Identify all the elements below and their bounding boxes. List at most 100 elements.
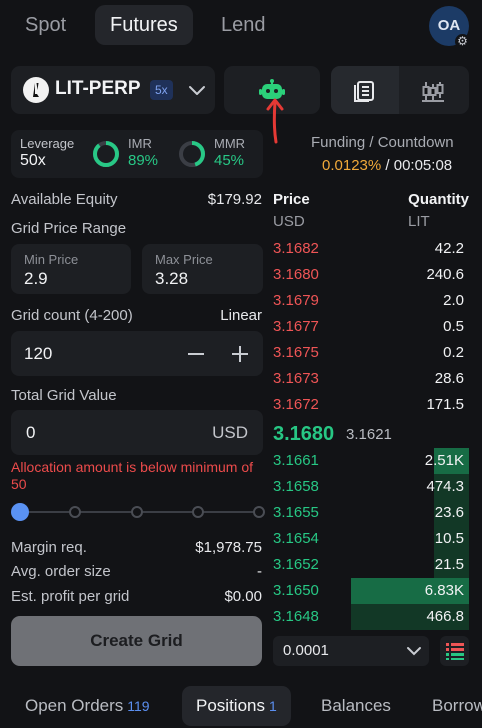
grid-mode-select[interactable]: Linear xyxy=(220,307,262,324)
ask-quantity: 28.6 xyxy=(434,370,464,387)
min-price-value: 2.9 xyxy=(24,269,48,288)
ask-price: 3.1679 xyxy=(273,292,319,309)
tab-positions[interactable]: Positions 1 xyxy=(182,686,291,726)
bid-price: 3.1654 xyxy=(273,530,319,547)
tab-open-orders[interactable]: Open Orders 119 xyxy=(25,686,150,726)
ask-row[interactable]: 3.1673 28.6 xyxy=(273,366,469,392)
avatar[interactable]: OA xyxy=(429,6,469,46)
ask-row[interactable]: 3.1679 2.0 xyxy=(273,288,469,314)
depth-bar xyxy=(434,552,469,578)
est-profit-label: Est. profit per grid xyxy=(11,588,130,605)
bid-row[interactable]: 3.1648 466.8 xyxy=(273,604,469,630)
bid-quantity: 466.8 xyxy=(426,608,464,625)
orderbook-view-button[interactable] xyxy=(331,66,399,114)
mmr-value: 45% xyxy=(214,152,245,169)
create-grid-button[interactable]: Create Grid xyxy=(11,616,262,666)
grid-price-range-label: Grid Price Range xyxy=(11,220,127,237)
ask-row[interactable]: 3.1677 0.5 xyxy=(273,314,469,340)
depth-bar xyxy=(434,500,469,526)
bid-quantity: 2.51K xyxy=(424,452,464,469)
bid-price: 3.1658 xyxy=(273,478,319,495)
ask-row[interactable]: 3.1675 0.2 xyxy=(273,340,469,366)
tab-label: Balances xyxy=(321,696,391,715)
tab-balances[interactable]: Balances xyxy=(321,686,391,726)
tab-label: Positions xyxy=(196,696,265,715)
leverage-label: Leverage xyxy=(20,136,75,151)
slider-step[interactable] xyxy=(253,506,265,518)
precision-value: 0.0001 xyxy=(283,642,329,659)
bid-quantity: 6.83K xyxy=(424,582,464,599)
bid-row[interactable]: 3.1655 23.6 xyxy=(273,500,469,526)
orderbook-layout-button[interactable] xyxy=(440,636,469,666)
top-tabs: Spot Futures Lend OA ⚙ xyxy=(0,0,482,52)
ask-quantity: 171.5 xyxy=(426,396,464,413)
leverage-value: 50x xyxy=(20,152,46,169)
bid-row[interactable]: 3.1658 474.3 xyxy=(273,474,469,500)
price-unit: USD xyxy=(273,213,305,230)
annotation-arrow xyxy=(266,98,284,144)
total-grid-unit: USD xyxy=(212,423,248,442)
ask-row[interactable]: 3.1682 42.2 xyxy=(273,236,469,262)
bid-row[interactable]: 3.1661 2.51K xyxy=(273,448,469,474)
max-price-value: 3.28 xyxy=(155,269,189,288)
tab-count: 1 xyxy=(268,698,277,714)
bid-row[interactable]: 3.1652 21.5 xyxy=(273,552,469,578)
imr-label: IMR xyxy=(128,136,152,151)
bid-row[interactable]: 3.1650 6.83K xyxy=(273,578,469,604)
funding-separator: / xyxy=(385,157,390,174)
bid-price: 3.1650 xyxy=(273,582,319,599)
avg-order-size-value: - xyxy=(257,563,262,580)
precision-select[interactable]: 0.0001 xyxy=(273,636,429,666)
chevron-down-icon xyxy=(187,78,207,102)
max-price-field[interactable]: Max Price 3.28 xyxy=(142,244,263,294)
ask-price: 3.1680 xyxy=(273,266,319,283)
tab-futures[interactable]: Futures xyxy=(95,5,193,45)
lighter-logo-icon xyxy=(23,77,49,103)
available-equity-value: $179.92 xyxy=(207,191,262,208)
candlestick-icon xyxy=(422,82,444,102)
ask-quantity: 0.2 xyxy=(443,344,464,361)
chevron-down-icon xyxy=(407,647,421,656)
min-price-field[interactable]: Min Price 2.9 xyxy=(11,244,131,294)
depth-bar xyxy=(351,578,469,604)
tab-label: Open Orders xyxy=(25,696,124,715)
slider-step[interactable] xyxy=(69,506,81,518)
market-symbol: LIT-PERP xyxy=(55,78,141,99)
tab-borrow[interactable]: Borrow xyxy=(432,686,482,726)
mark-price: 3.1621 xyxy=(346,426,392,443)
leverage-box[interactable]: Leverage 50x IMR 89% MMR 45% xyxy=(11,130,263,178)
slider-knob[interactable] xyxy=(11,503,29,521)
market-selector[interactable]: LIT-PERP 5x xyxy=(11,66,215,114)
tab-spot[interactable]: Spot xyxy=(25,14,67,36)
funding-label: Funding / Countdown xyxy=(311,134,454,151)
quantity-header: Quantity xyxy=(408,191,469,208)
available-equity-label: Available Equity xyxy=(11,191,118,208)
plus-icon[interactable] xyxy=(230,344,250,364)
max-price-label: Max Price xyxy=(155,252,213,267)
slider-step[interactable] xyxy=(131,506,143,518)
gear-icon[interactable]: ⚙ xyxy=(455,34,470,49)
minus-icon[interactable] xyxy=(186,344,206,364)
slider-step[interactable] xyxy=(192,506,204,518)
funding-value: 0.0123% / 00:05:08 xyxy=(322,157,452,174)
margin-req-value: $1,978.75 xyxy=(195,539,262,556)
bid-row[interactable]: 3.1654 10.5 xyxy=(273,526,469,552)
orderbook-icon xyxy=(354,81,374,102)
grid-count-stepper[interactable]: 120 xyxy=(11,331,263,376)
depth-bar xyxy=(351,604,469,630)
margin-req-label: Margin req. xyxy=(11,539,87,556)
ask-price: 3.1677 xyxy=(273,318,319,335)
total-grid-value: 0 xyxy=(26,423,36,442)
ask-row[interactable]: 3.1672 171.5 xyxy=(273,392,469,418)
total-grid-value-input[interactable]: 0 USD xyxy=(11,410,263,455)
ask-quantity: 0.5 xyxy=(443,318,464,335)
bid-price: 3.1661 xyxy=(273,452,319,469)
tab-lend[interactable]: Lend xyxy=(221,14,266,36)
min-price-label: Min Price xyxy=(24,252,79,267)
bid-price: 3.1648 xyxy=(273,608,319,625)
ask-price: 3.1672 xyxy=(273,396,319,413)
tab-label: Borrow xyxy=(432,696,482,715)
ask-row[interactable]: 3.1680 240.6 xyxy=(273,262,469,288)
bottom-tabs: Open Orders 119 Positions 1 Balances Borro… xyxy=(0,684,482,728)
mmr-label: MMR xyxy=(214,136,246,151)
